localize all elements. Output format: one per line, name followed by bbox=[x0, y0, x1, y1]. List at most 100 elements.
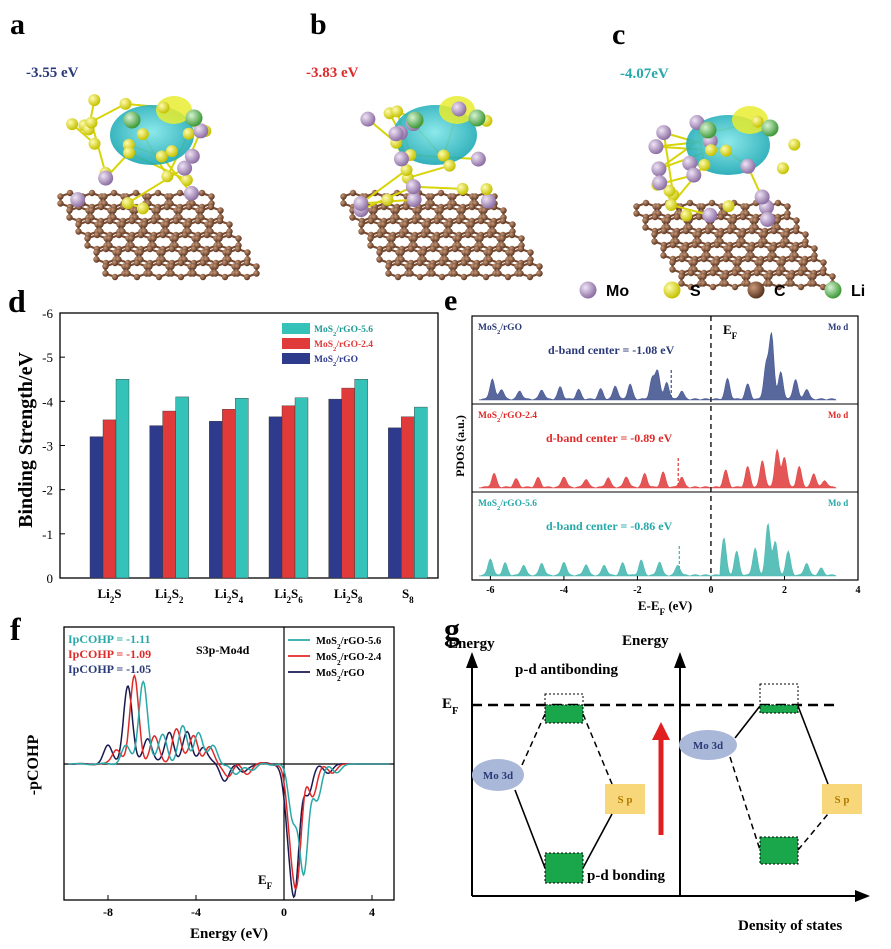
carbon-atom bbox=[757, 241, 765, 249]
carbon-atom bbox=[216, 217, 224, 225]
carbon-atom bbox=[84, 217, 92, 225]
s-atom bbox=[165, 145, 178, 158]
carbon-atom bbox=[761, 231, 768, 238]
carbon-atom bbox=[226, 221, 233, 228]
carbon-atom bbox=[700, 255, 708, 263]
legend-label-f: MoS2/rGO-2.4 bbox=[316, 652, 382, 667]
carbon-atom bbox=[482, 273, 490, 281]
carbon-atom bbox=[495, 263, 502, 270]
mo-atom bbox=[451, 101, 467, 117]
carbon-atom bbox=[709, 269, 717, 277]
x-tick-label-e: 0 bbox=[708, 585, 713, 596]
carbon-atom bbox=[146, 245, 154, 253]
carbon-atom bbox=[385, 263, 392, 270]
carbon-atom bbox=[102, 245, 110, 253]
carbon-atom bbox=[415, 207, 422, 214]
x-tick-label-e: -4 bbox=[560, 585, 568, 596]
bar-MoS2/rGO-S8 bbox=[388, 427, 402, 579]
bar-MoS2/rGO-Li2S4 bbox=[209, 421, 223, 579]
plot-title-f: S3p-Mo4d bbox=[196, 643, 250, 657]
carbon-atom bbox=[212, 270, 219, 277]
antibonding-connector bbox=[521, 713, 546, 766]
carbon-atom bbox=[464, 249, 471, 256]
carbon-atom bbox=[163, 203, 171, 211]
sp-label-right: S p bbox=[835, 794, 850, 806]
panel-letter-b: b bbox=[310, 8, 327, 41]
s-atom bbox=[88, 137, 101, 150]
fermi-label-g-part: F bbox=[452, 706, 458, 717]
carbon-atom bbox=[455, 217, 463, 225]
carbon-atom bbox=[490, 221, 497, 228]
x-axis-label-e-part: (eV) bbox=[665, 598, 692, 613]
x-tick-label-d-part: 2 bbox=[179, 595, 184, 605]
carbon-atom bbox=[770, 227, 778, 235]
x-tick-label-d: Li2S8 bbox=[334, 586, 363, 605]
carbon-atom bbox=[349, 214, 356, 221]
subpanel-label-e: MoS2/rGO-2.4 bbox=[478, 411, 537, 424]
carbon-atom bbox=[212, 245, 220, 253]
legend-label-d-part: 2 bbox=[333, 346, 337, 353]
x-tick-label-d-part: S bbox=[402, 586, 409, 601]
carbon-atom bbox=[167, 193, 174, 200]
carbon-atom bbox=[726, 245, 733, 252]
mo-atom bbox=[353, 195, 369, 211]
carbon-atom bbox=[477, 217, 485, 225]
carbon-atom bbox=[75, 228, 82, 235]
subpanel-label-e-part: MoS bbox=[478, 499, 497, 509]
y-axis-label-d: Binding Strength/eV bbox=[15, 352, 37, 528]
carbon-atom bbox=[486, 231, 494, 239]
carbon-atom bbox=[797, 283, 805, 291]
li-atom bbox=[699, 121, 717, 139]
carbon-atom bbox=[115, 231, 123, 239]
d-band-center-text: d-band center = -0.86 eV bbox=[546, 519, 673, 533]
orbital-label-e: Mo d bbox=[828, 322, 848, 332]
mo-atom bbox=[686, 167, 702, 183]
carbon-atom bbox=[402, 221, 409, 228]
carbon-atom bbox=[111, 273, 119, 281]
mo-atom bbox=[405, 179, 421, 195]
carbon-atom bbox=[221, 259, 229, 267]
subpanel-label-e-part: /rGO-5.6 bbox=[499, 499, 537, 509]
panel-letter-a: a bbox=[10, 8, 25, 41]
carbon-atom bbox=[198, 189, 206, 197]
carbon-atom bbox=[137, 231, 145, 239]
carbon-atom bbox=[194, 217, 202, 225]
pdos-area-MoS2/rGO-2.4 bbox=[479, 448, 837, 489]
s-atom bbox=[480, 183, 493, 196]
carbon-atom bbox=[473, 263, 480, 270]
bond bbox=[360, 169, 408, 205]
li-atom bbox=[123, 111, 141, 129]
legend-label-d-part: /rGO-2.4 bbox=[335, 340, 373, 350]
carbon-atom bbox=[111, 259, 119, 267]
carbon-atom bbox=[181, 231, 189, 239]
legend-label-d-part: MoS bbox=[314, 355, 333, 365]
carbon-atom bbox=[132, 189, 140, 197]
carbon-atom bbox=[450, 193, 457, 200]
carbon-atom bbox=[802, 231, 809, 238]
pcohp-line-MoS2/rGO bbox=[68, 685, 390, 899]
y-tick-label-d: -2 bbox=[42, 483, 53, 498]
carbon-atom bbox=[699, 203, 706, 210]
atom-legend-label: S bbox=[690, 283, 701, 300]
carbon-atom bbox=[678, 255, 686, 263]
s-atom bbox=[705, 144, 718, 157]
carbon-atom bbox=[243, 273, 251, 281]
subpanel-label-e-part: /rGO-2.4 bbox=[499, 411, 537, 421]
carbon-atom bbox=[709, 283, 717, 291]
carbon-atom bbox=[88, 207, 95, 214]
carbon-atom bbox=[655, 203, 662, 210]
carbon-atom bbox=[163, 221, 170, 228]
carbon-atom bbox=[669, 266, 676, 273]
carbon-atom bbox=[93, 231, 101, 239]
s-atom bbox=[182, 127, 195, 140]
panel-letter-g: g bbox=[444, 611, 460, 647]
carbon-atom bbox=[389, 235, 396, 242]
carbon-atom bbox=[779, 259, 786, 266]
mo-atom bbox=[360, 111, 376, 127]
carbon-atom bbox=[190, 270, 197, 277]
fermi-label-f-part: E bbox=[258, 872, 267, 887]
carbon-atom bbox=[168, 270, 175, 277]
legend-label-f-part: /rGO-5.6 bbox=[340, 636, 382, 647]
carbon-atom bbox=[102, 263, 109, 270]
x-axis-label-e: E-EF (eV) bbox=[638, 598, 692, 617]
